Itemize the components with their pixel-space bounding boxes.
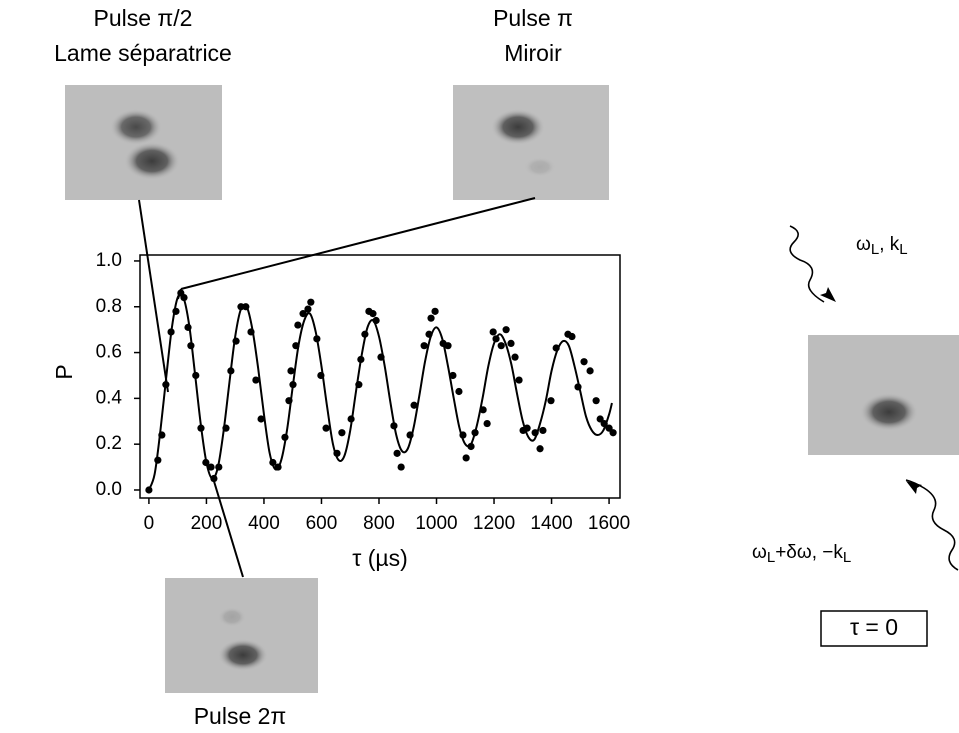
data-point <box>502 326 510 334</box>
beam-label: ωL+δω, −kL <box>752 542 851 566</box>
data-point <box>444 342 452 350</box>
data-point <box>507 339 515 348</box>
image-half-pulse <box>65 85 222 200</box>
data-point <box>420 342 428 350</box>
arrow-head <box>820 287 836 302</box>
label-part: ω <box>856 234 871 255</box>
image-2pi-pulse <box>165 578 318 693</box>
x-tick-label: 1000 <box>415 513 457 534</box>
arrow-head <box>906 481 922 494</box>
y-tick-label: 1.0 <box>96 250 122 271</box>
data-point <box>427 314 435 322</box>
data-point <box>257 415 265 423</box>
data-point <box>483 419 491 428</box>
data-point <box>393 449 401 457</box>
x-tick-label: 600 <box>306 513 338 534</box>
label-part: +δω, −k <box>775 542 843 563</box>
data-point <box>252 376 260 384</box>
label-part: , k <box>879 234 900 255</box>
data-point <box>467 442 475 451</box>
label-part: L <box>871 241 879 258</box>
data-point <box>515 376 523 384</box>
y-tick-label: 0.0 <box>96 479 122 500</box>
data-point <box>568 332 576 341</box>
x-tick-label: 800 <box>363 513 395 534</box>
y-tick-label: 0.8 <box>96 296 122 317</box>
data-point <box>299 310 307 318</box>
x-tick-label: 1400 <box>530 513 572 534</box>
data-point <box>431 307 439 315</box>
image-initial <box>808 335 959 455</box>
fit-curve <box>147 293 613 491</box>
data-point <box>547 397 555 405</box>
data-point <box>580 358 588 366</box>
data-point <box>511 353 519 361</box>
label: Lame séparatrice <box>54 40 232 66</box>
label-part: ω <box>752 542 767 563</box>
data-point <box>294 321 302 329</box>
label-part: L <box>843 549 851 566</box>
label: Pulse π <box>493 5 573 31</box>
data-point <box>287 367 295 375</box>
y-tick-label: 0.2 <box>96 433 122 454</box>
data-point <box>369 310 377 318</box>
x-tick-label: 200 <box>191 513 223 534</box>
beam-label: ωL, kL <box>856 234 908 258</box>
y-tick-label: 0.6 <box>96 342 122 363</box>
plot-frame <box>139 254 621 499</box>
label: Pulse 2π <box>194 703 287 729</box>
data-point <box>397 463 405 471</box>
data-point <box>462 454 470 462</box>
plot: 0 200 400 600 800 1000 1200 1400 1600 0.0 0.2 0.4 0.… <box>96 250 631 534</box>
y-axis-label: P <box>51 364 77 379</box>
data-point <box>592 397 600 405</box>
data-point <box>410 401 418 409</box>
x-axis-label: τ (µs) <box>352 545 408 571</box>
data-point <box>609 429 617 437</box>
time-label: τ = 0 <box>850 614 898 640</box>
data-point <box>322 424 330 432</box>
image-pi-pulse <box>453 85 609 200</box>
data-point <box>449 371 457 380</box>
x-tick-label: 1200 <box>473 513 515 534</box>
data-point <box>307 298 315 306</box>
x-tick-label: 400 <box>248 513 280 534</box>
beam-arrows <box>789 225 959 571</box>
data-point <box>489 328 497 336</box>
data-point <box>304 305 312 313</box>
data-point <box>539 426 547 435</box>
label: Pulse π/2 <box>94 5 193 31</box>
label-part: L <box>767 549 775 566</box>
data-point <box>207 463 215 471</box>
x-tick-label: 0 <box>144 513 155 534</box>
label: Miroir <box>504 40 562 66</box>
x-tick-label: 1600 <box>588 513 630 534</box>
label-part: L <box>899 241 907 258</box>
y-tick-label: 0.4 <box>96 387 123 408</box>
data-point <box>536 445 544 453</box>
data-point <box>338 429 346 437</box>
time-box <box>820 610 928 647</box>
data-point <box>145 486 153 494</box>
data-point <box>586 367 594 375</box>
data-point <box>455 387 463 396</box>
data-point <box>497 342 505 350</box>
